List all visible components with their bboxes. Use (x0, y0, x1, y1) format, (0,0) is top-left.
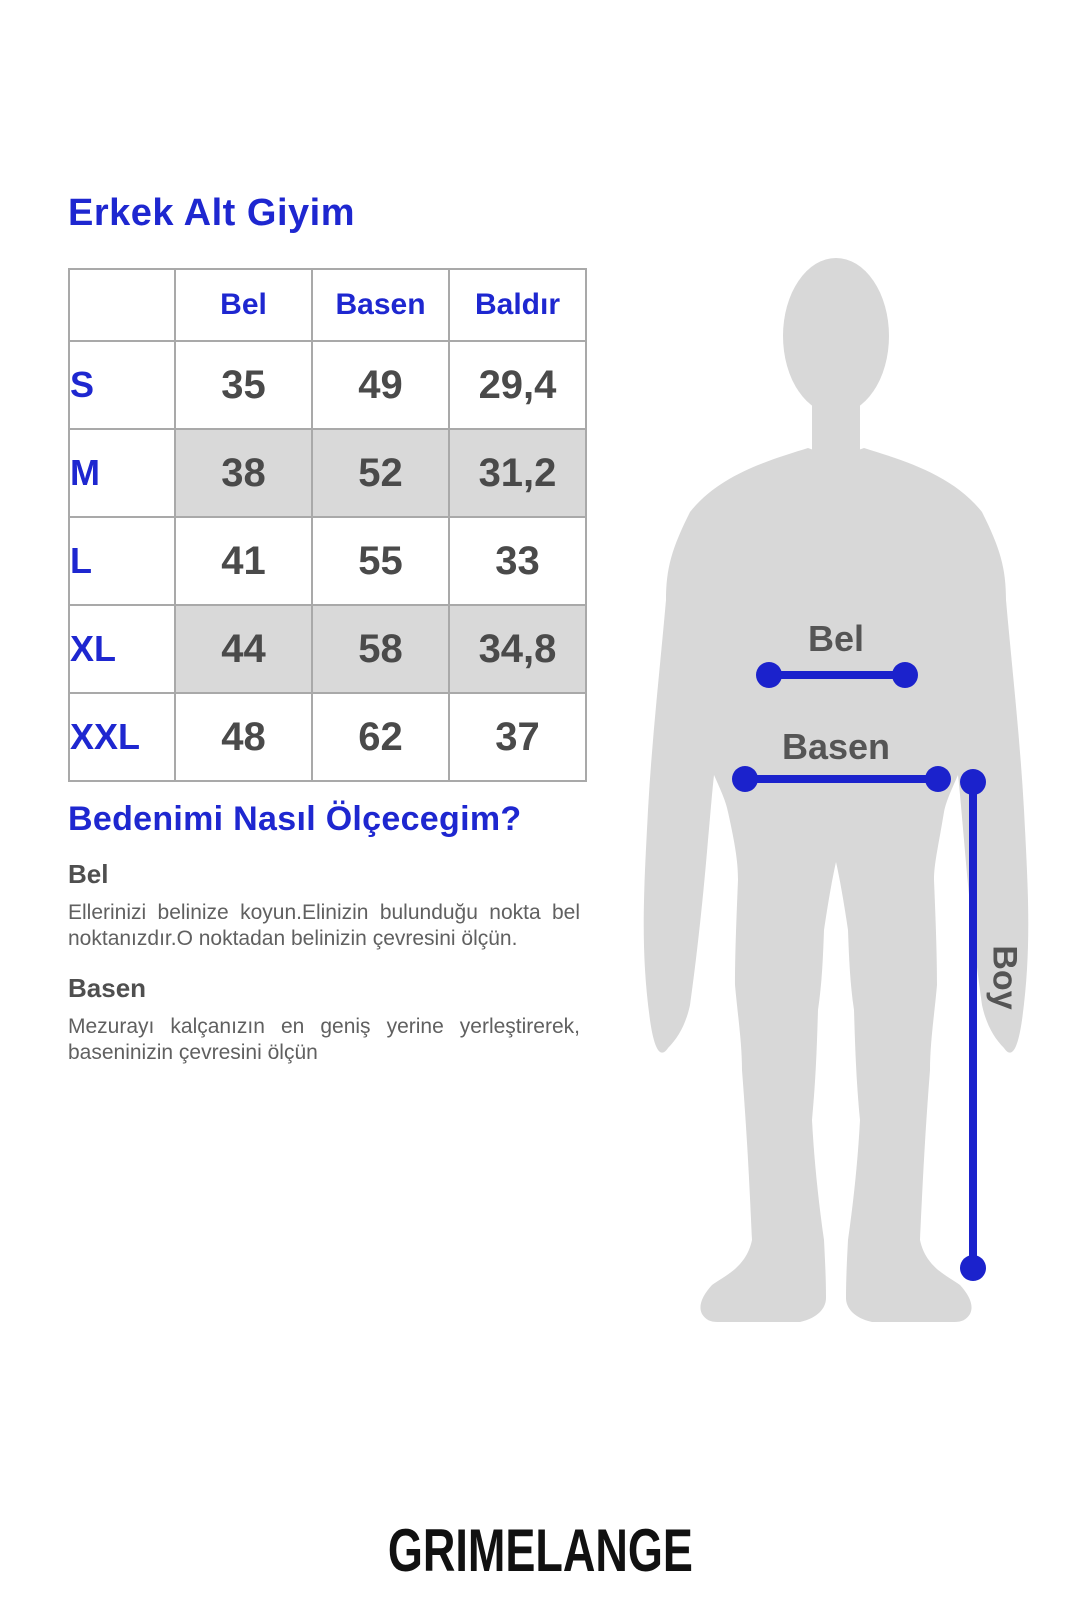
height-measure-line (960, 769, 986, 1281)
value-cell: 38 (174, 428, 313, 518)
body-measurement-diagram (620, 248, 1050, 1328)
hip-line-label: Basen (781, 726, 891, 767)
table-row-m: M 38 52 31,2 (68, 428, 587, 518)
size-cell: L (68, 516, 176, 606)
table-row-xxl: XXL 48 62 37 (68, 692, 587, 782)
height-line-label: Boy (985, 945, 1024, 1010)
body-silhouette-svg (643, 258, 1029, 1322)
header-baldir: Baldır (448, 268, 587, 342)
value-cell: 62 (311, 692, 450, 782)
waist-section-text: Ellerinizi belinize koyun.Elinizin bulun… (68, 901, 580, 951)
size-cell: S (68, 340, 176, 430)
silhouette-head (783, 258, 889, 414)
value-cell: 41 (174, 516, 313, 606)
hip-section-text: Mezurayı kalçanızın en geniş yerine yerl… (68, 1014, 580, 1065)
page-title: Erkek Alt Giyim (68, 192, 355, 234)
value-cell: 33 (448, 516, 587, 606)
header-bel: Bel (174, 268, 313, 342)
value-cell: 37 (448, 692, 587, 782)
table-row-xl: XL 44 58 34,8 (68, 604, 587, 694)
header-basen: Basen (311, 268, 450, 342)
brand-logo: GRIMELANGE (387, 1517, 693, 1584)
table-header-row: Beden Bel Basen Baldır (68, 268, 587, 342)
hip-measure-line (732, 766, 951, 792)
waist-measure-line (756, 662, 918, 688)
value-cell: 34,8 (448, 604, 587, 694)
value-cell: 35 (174, 340, 313, 430)
size-cell: M (68, 428, 176, 518)
size-cell: XL (68, 604, 176, 694)
value-cell: 52 (311, 428, 450, 518)
silhouette-neck (812, 368, 860, 460)
waist-section-heading: Bel (68, 859, 109, 889)
measure-instructions: Bedenimi Nasıl Ölçecegim? Bel Ellerinizi… (68, 800, 580, 1087)
header-beden: Beden (68, 268, 176, 342)
brand-footer: GRIMELANGE (0, 1516, 1080, 1585)
value-cell: 44 (174, 604, 313, 694)
table-row-l: L 41 55 33 (68, 516, 587, 606)
value-cell: 29,4 (448, 340, 587, 430)
body-silhouette (643, 448, 1029, 1322)
value-cell: 58 (311, 604, 450, 694)
measure-instructions-title: Bedenimi Nasıl Ölçecegim? (68, 800, 522, 838)
value-cell: 49 (311, 340, 450, 430)
value-cell: 31,2 (448, 428, 587, 518)
value-cell: 55 (311, 516, 450, 606)
size-table: Beden Bel Basen Baldır S 35 49 29,4 M 38… (68, 268, 587, 782)
size-cell: XXL (68, 692, 176, 782)
hip-section-heading: Basen (68, 972, 147, 1003)
table-row-s: S 35 49 29,4 (68, 340, 587, 430)
value-cell: 48 (174, 692, 313, 782)
waist-line-label: Bel (807, 618, 865, 659)
